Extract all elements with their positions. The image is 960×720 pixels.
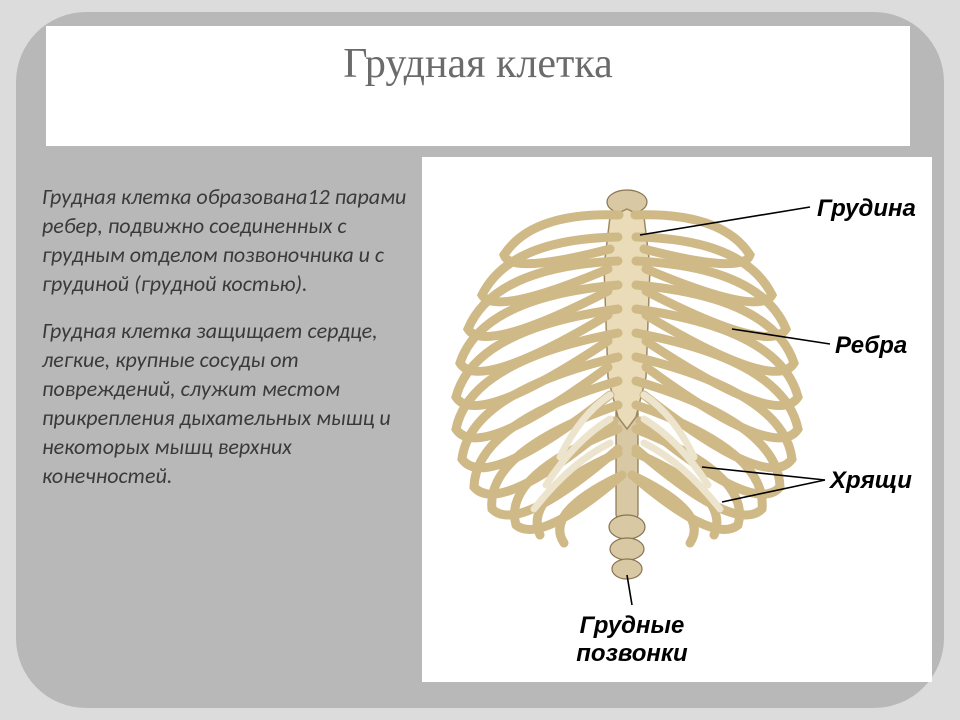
label-cartilage: Хрящи [830,467,912,495]
diagram-column: Грудина Ребра Хрящи Грудные позвонки [422,182,922,692]
ribcage-diagram [422,157,932,682]
content-area: Грудная клетка образована12 парами ребер… [42,182,922,692]
paragraph-1: Грудная клетка образована12 парами ребер… [42,182,412,298]
page-title: Грудная клетка [343,40,613,88]
slide-card: Грудная клетка Грудная клетка образована… [16,12,944,708]
paragraph-2: Грудная клетка защищает сердце, легкие, … [42,316,412,490]
label-sternum: Грудина [817,195,916,223]
ribs-left-icon [456,215,622,543]
label-vertebrae: Грудные позвонки [552,612,712,668]
text-column: Грудная клетка образована12 парами ребер… [42,182,422,692]
title-band: Грудная клетка [46,26,910,146]
label-ribs: Ребра [835,332,907,360]
ribs-right-icon [632,215,798,543]
